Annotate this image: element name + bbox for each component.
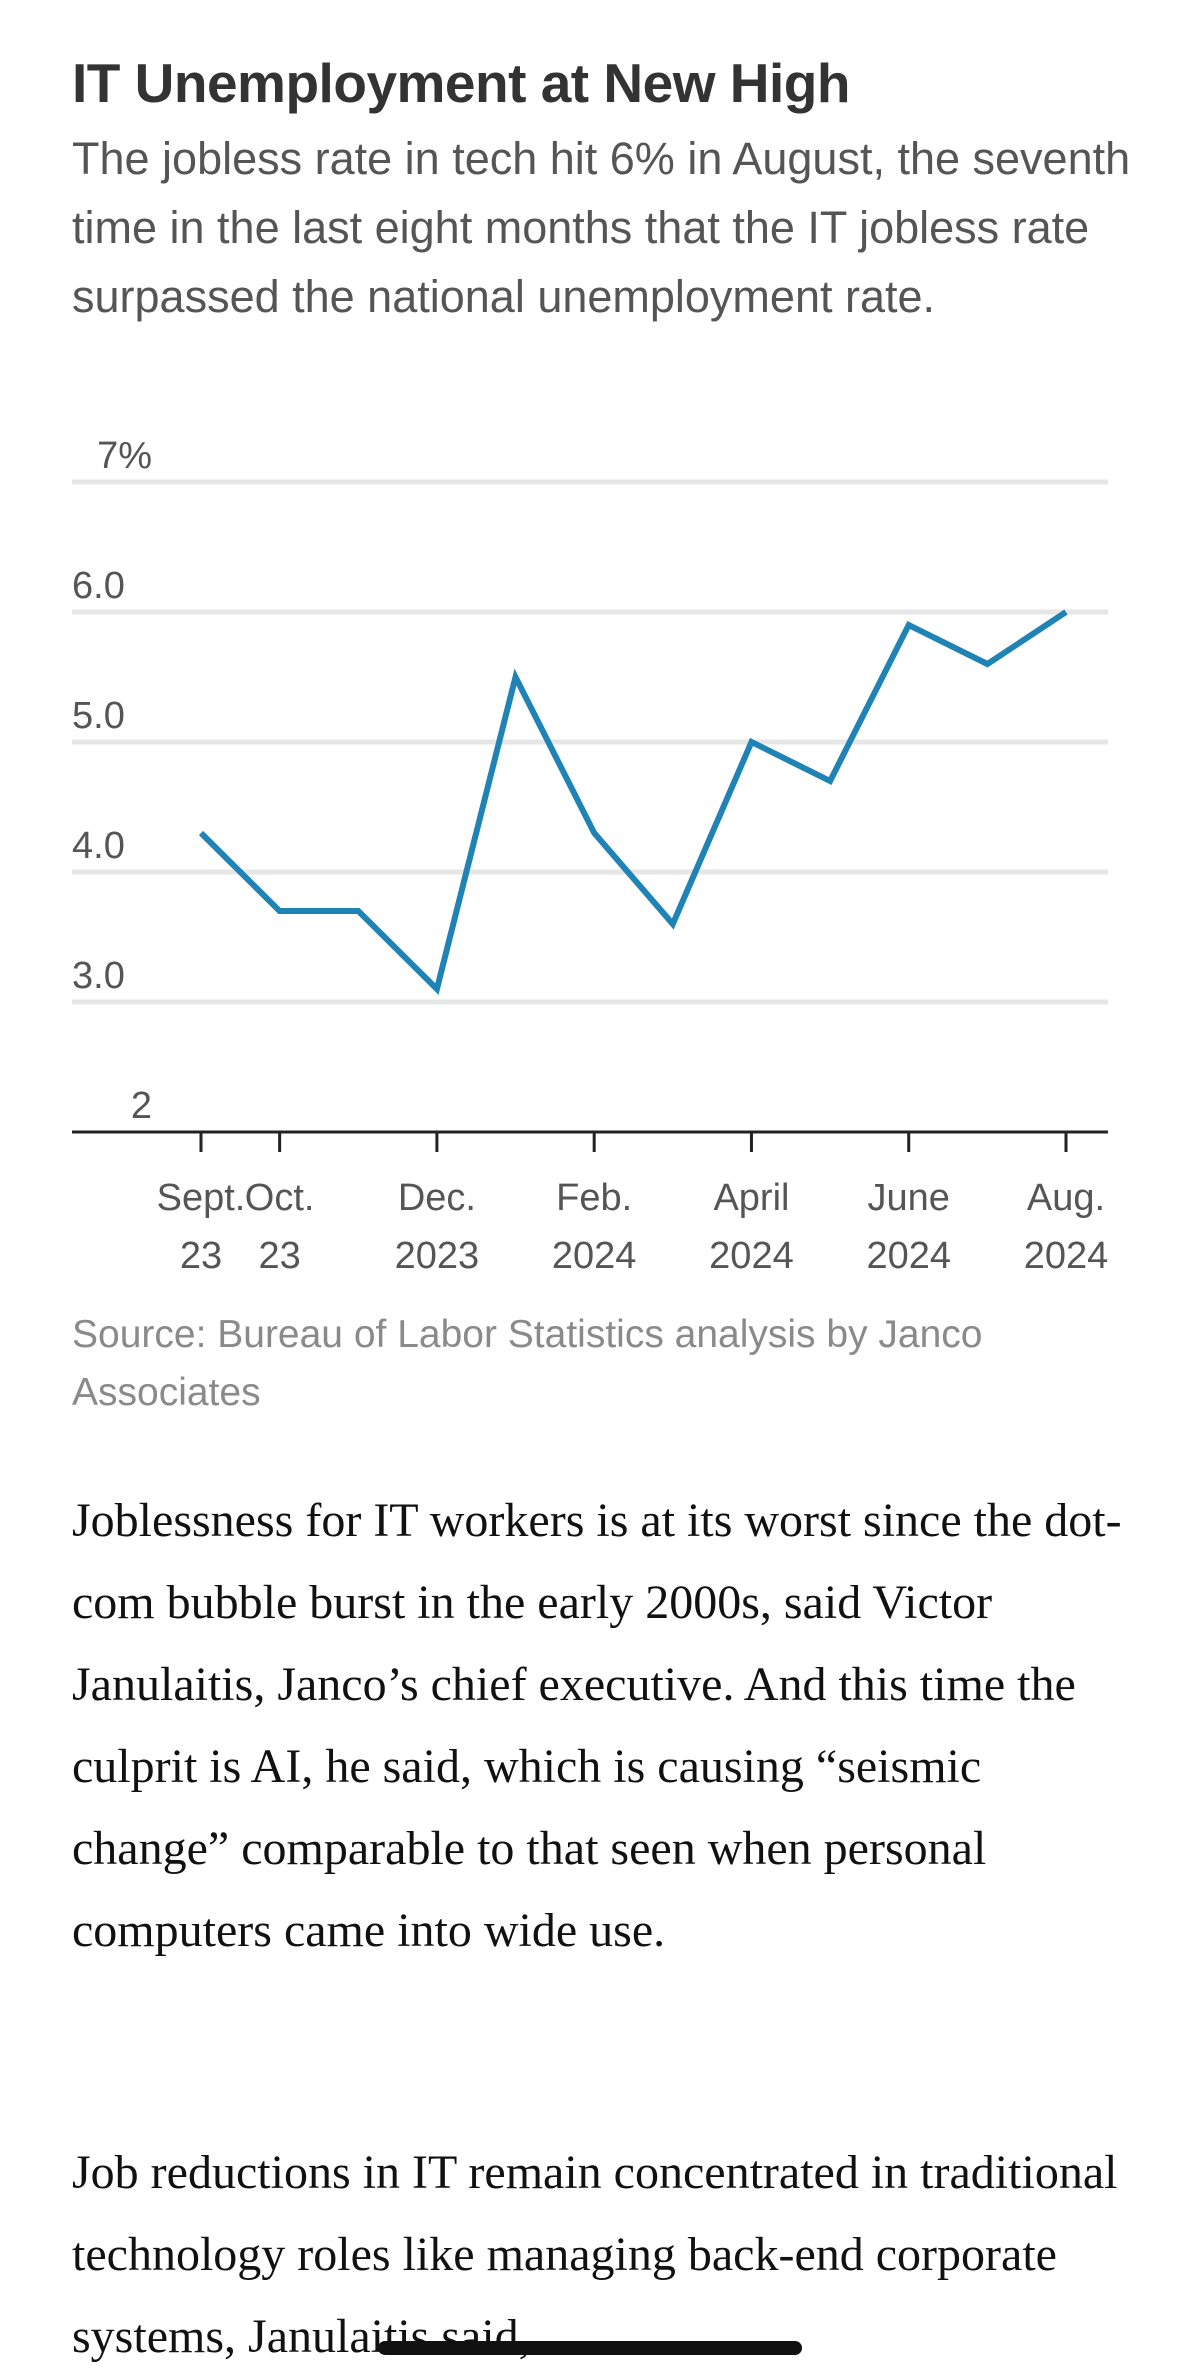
x-tick-label: 2024 bbox=[709, 1235, 794, 1277]
line-chart: 7% 6.0 5.0 4.0 3.0 2 Sept. 23 Oct. 23 Dec. 2023 Feb… bbox=[72, 435, 1109, 1277]
y-tick-label: 2 bbox=[131, 1085, 152, 1127]
x-tick-label: June bbox=[868, 1177, 950, 1219]
x-axis-labels: Sept. 23 Oct. 23 Dec. 2023 Feb. 2024 April 2024 Ju… bbox=[157, 1177, 1109, 1277]
x-tick-label: 2024 bbox=[552, 1235, 637, 1277]
y-axis-labels: 7% 6.0 5.0 4.0 3.0 2 bbox=[72, 435, 152, 1127]
y-tick-label: 4.0 bbox=[72, 825, 125, 867]
x-tick-label: Dec. bbox=[398, 1177, 476, 1219]
x-tick-label: 23 bbox=[180, 1235, 222, 1277]
series-line bbox=[198, 609, 1068, 995]
chart-subtitle: The jobless rate in tech hit 6% in Augus… bbox=[72, 133, 1131, 322]
x-tick-label: 2024 bbox=[1024, 1235, 1109, 1277]
x-tick-label: Sept. bbox=[157, 1177, 246, 1219]
x-tick-label: Oct. bbox=[245, 1177, 315, 1219]
article-paragraph-1: Joblessness for IT workers is at its wor… bbox=[72, 1494, 1122, 1957]
y-tick-label: 7% bbox=[97, 435, 152, 477]
chart-source: Source: Bureau of Labor Statistics analy… bbox=[72, 1313, 983, 1414]
x-tick-label: Feb. bbox=[556, 1177, 632, 1219]
gridlines bbox=[72, 479, 1108, 1005]
x-tick-label: 2023 bbox=[395, 1235, 480, 1277]
y-tick-label: 6.0 bbox=[72, 565, 125, 607]
chart-title: IT Unemployment at New High bbox=[72, 52, 850, 114]
home-indicator-bar[interactable] bbox=[378, 2341, 802, 2355]
x-tick-label: Aug. bbox=[1027, 1177, 1105, 1219]
x-tick-label: April bbox=[713, 1177, 789, 1219]
x-tick-label: 2024 bbox=[866, 1235, 951, 1277]
y-tick-label: 5.0 bbox=[72, 695, 125, 737]
x-axis bbox=[72, 1130, 1108, 1152]
x-tick-label: 23 bbox=[258, 1235, 300, 1277]
y-tick-label: 3.0 bbox=[72, 955, 125, 997]
data-series bbox=[198, 609, 1068, 995]
